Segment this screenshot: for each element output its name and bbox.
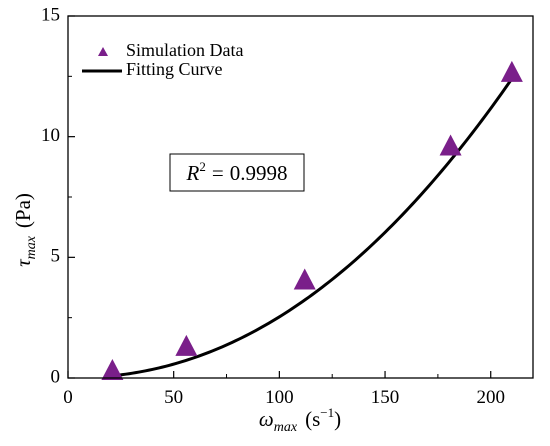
y-tick-label: 15 xyxy=(41,4,60,25)
x-tick-label: 200 xyxy=(476,387,505,408)
axis-tick-labels: 0 50 100 150 200 0 5 10 15 xyxy=(41,4,505,408)
y-tick-label: 10 xyxy=(41,125,60,146)
y-tick-label: 0 xyxy=(51,366,61,387)
fitting-curve-line xyxy=(112,77,514,378)
annotation-box xyxy=(169,153,305,192)
annotation-symbol: R xyxy=(186,161,200,185)
simulation-data-point xyxy=(101,358,124,380)
legend-label-simulation-data: Simulation Data xyxy=(126,40,243,60)
legend-label-fitting-curve: Fitting Curve xyxy=(126,59,223,79)
annotation-exponent: 2 xyxy=(199,159,206,174)
x-tick-label: 150 xyxy=(371,387,400,408)
x-tick-label: 100 xyxy=(265,387,294,408)
plot-frame xyxy=(67,15,534,379)
legend-marker-simulation-data xyxy=(98,47,108,56)
annotation-value: 0.9998 xyxy=(230,161,288,185)
simulation-data-point xyxy=(439,134,462,156)
simulation-markers-layer xyxy=(101,60,523,380)
legend: Simulation Data Fitting Curve xyxy=(82,40,243,79)
simulation-data-point xyxy=(500,60,523,82)
x-tick-label: 50 xyxy=(164,387,183,408)
fitting-curve-layer xyxy=(112,77,514,378)
x-tick-label: 0 xyxy=(63,387,73,408)
simulation-data-point xyxy=(175,334,198,356)
annotation-text: R2 = 0.9998 xyxy=(186,159,288,185)
y-axis-label: τmax(Pa) xyxy=(11,193,39,267)
annotation-equals: = xyxy=(212,161,224,185)
r-squared-annotation: R2 = 0.9998 xyxy=(169,153,305,192)
y-tick-label: 5 xyxy=(51,246,61,267)
simulation-data-point xyxy=(293,268,316,290)
x-axis-label: ωmax (s−1) xyxy=(259,405,341,435)
